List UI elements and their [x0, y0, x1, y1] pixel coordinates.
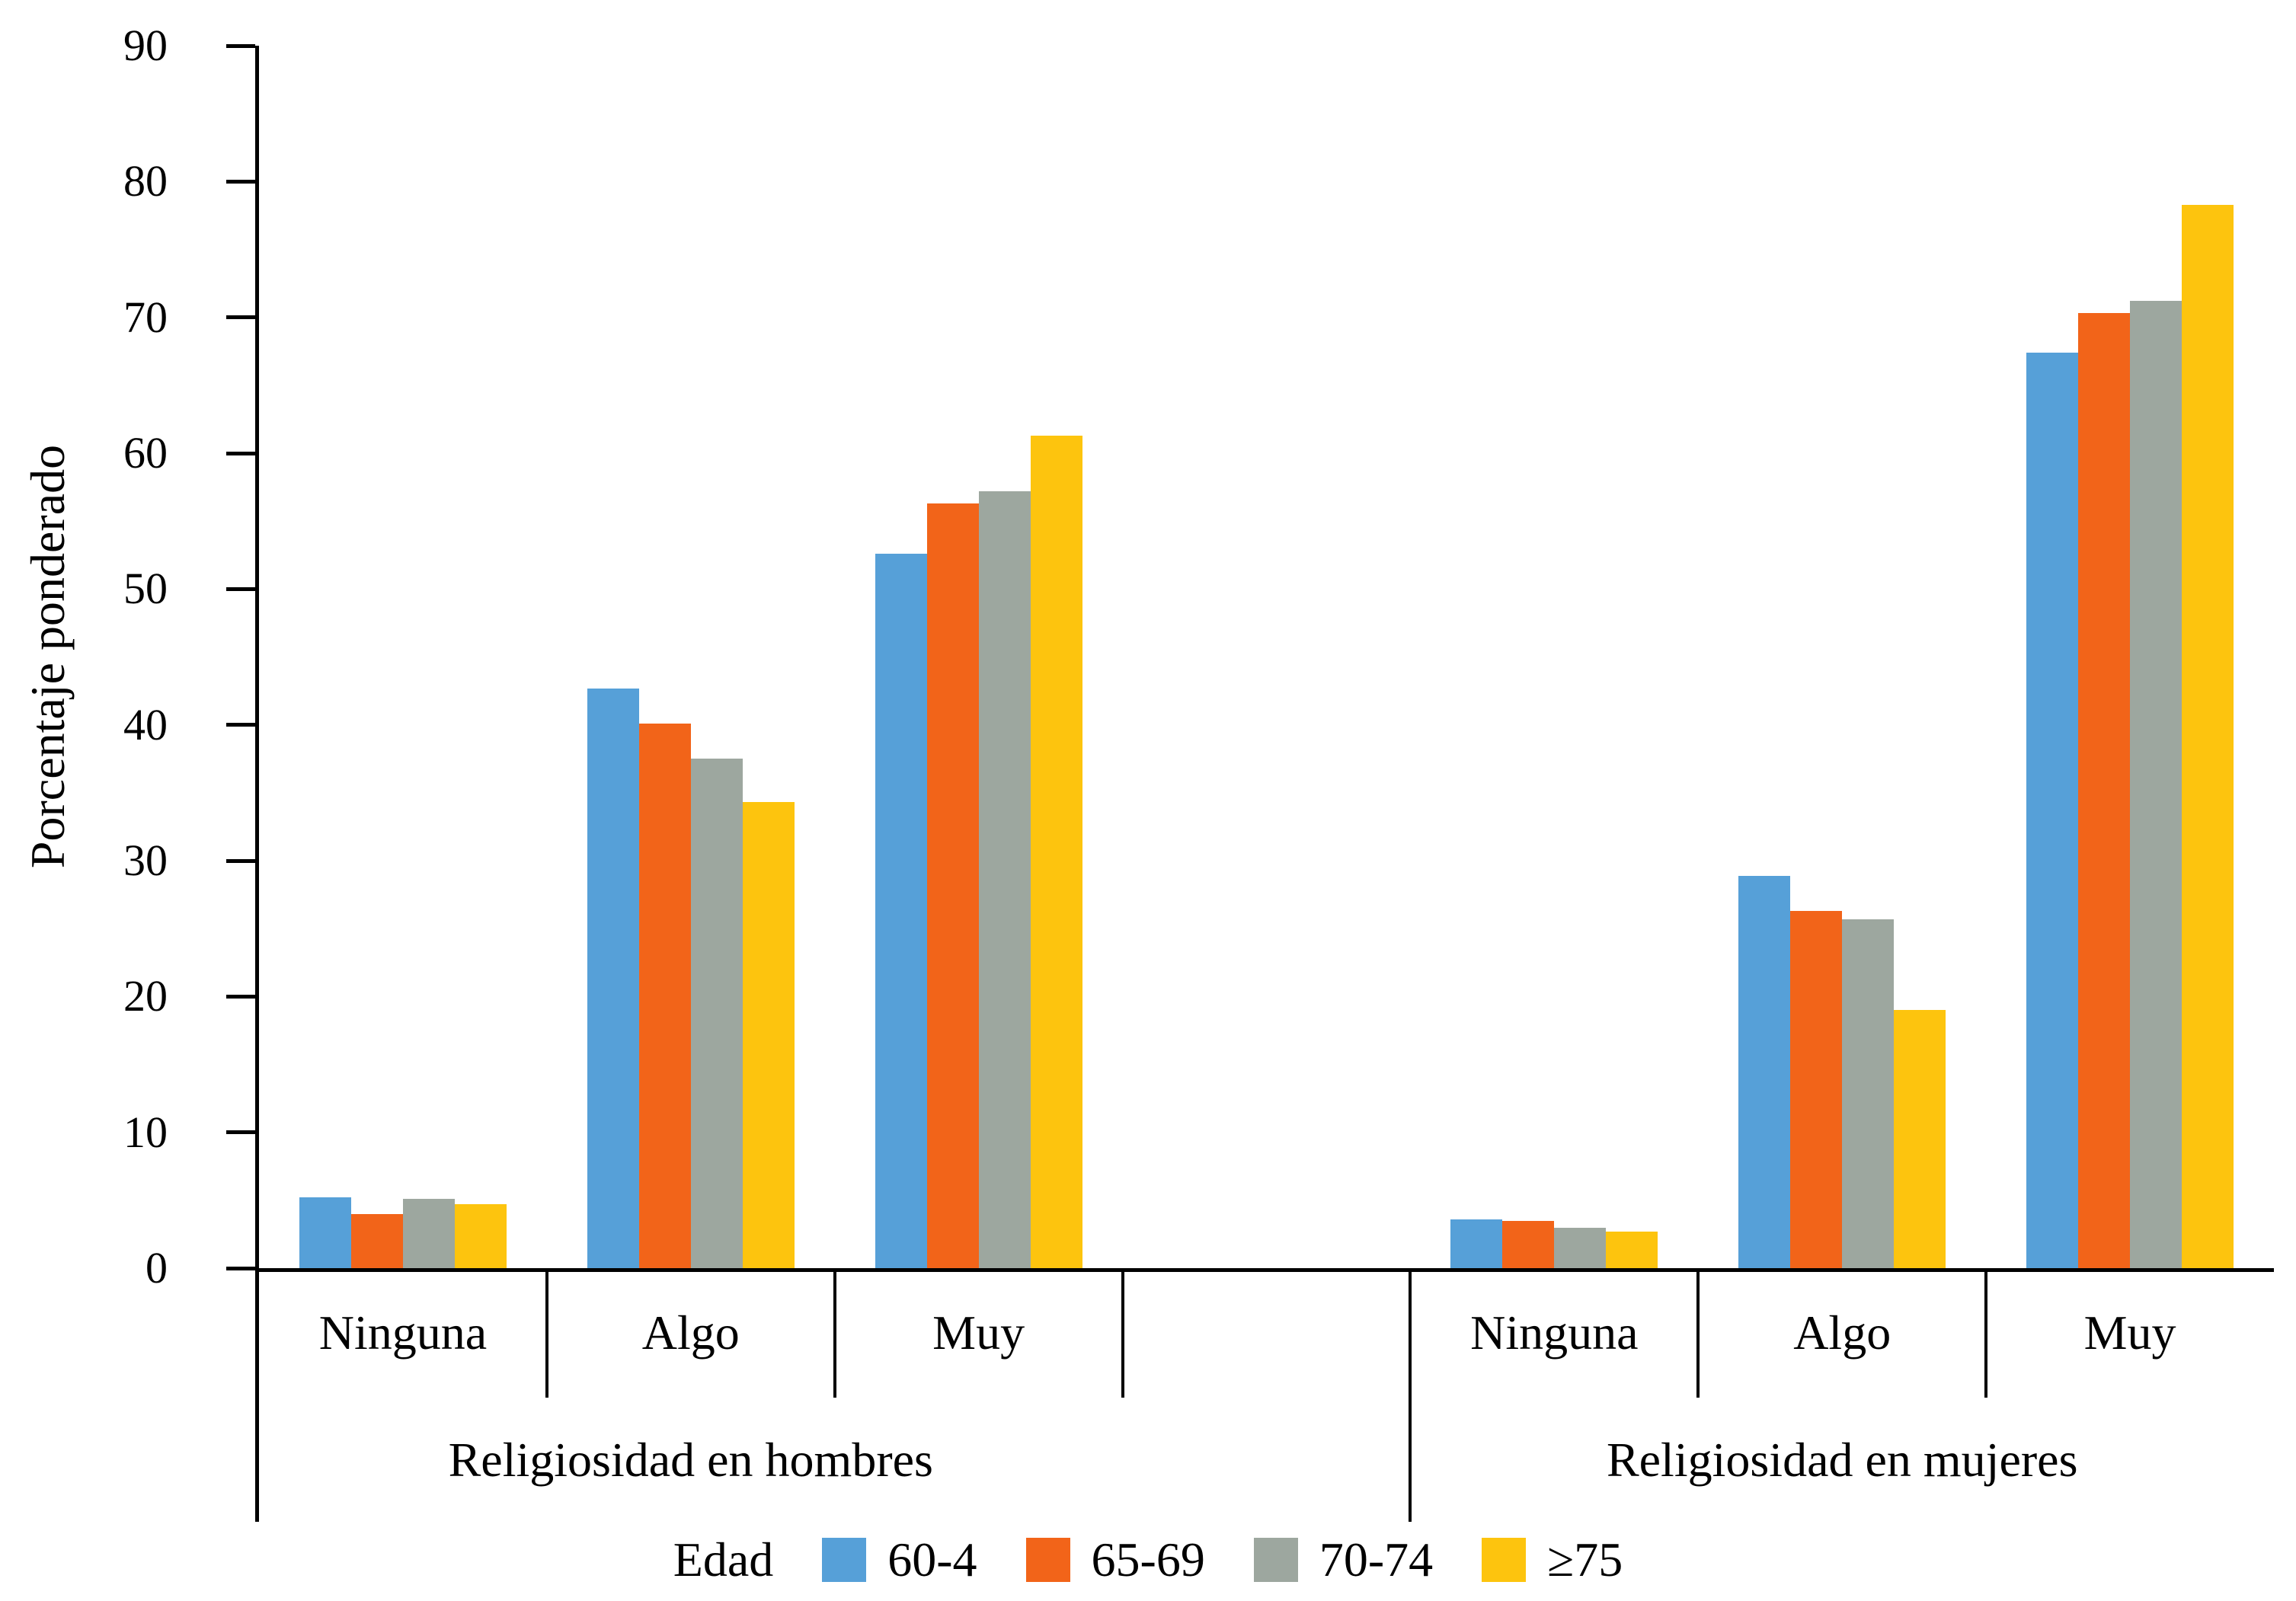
- bar-70-74-Algo-hombres: [690, 759, 743, 1268]
- category-label: Muy: [2083, 1305, 2176, 1360]
- bar-65-69-Algo-hombres: [638, 723, 691, 1268]
- y-tick-label: 0: [145, 1243, 168, 1293]
- x-axis-line: [255, 1268, 2274, 1272]
- bar-60-4-Algo-hombres: [587, 688, 639, 1268]
- y-tick-mark: [226, 451, 255, 455]
- bar-≥75-Algo-mujeres: [1894, 1010, 1946, 1268]
- y-tick-label: 30: [123, 836, 168, 885]
- legend-item-65-69: 65-69: [1025, 1532, 1205, 1588]
- y-tick-label: 90: [123, 21, 168, 70]
- bar-65-69-Algo-mujeres: [1790, 910, 1843, 1268]
- bar-70-74-Muy-hombres: [978, 491, 1031, 1268]
- legend-swatch-≥75: [1482, 1538, 1527, 1582]
- y-axis-title: Porcentaje ponderado: [21, 444, 75, 869]
- bar-≥75-Ninguna-hombres: [454, 1204, 507, 1268]
- bar-≥75-Muy-hombres: [1030, 435, 1082, 1268]
- legend-label: 70-74: [1319, 1532, 1434, 1587]
- y-tick-label: 70: [123, 292, 168, 342]
- legend-swatch-60-4: [822, 1538, 867, 1582]
- y-axis-line: [255, 46, 259, 1522]
- category-label: Ninguna: [1470, 1305, 1639, 1360]
- legend-item-60-4: 60-4: [822, 1532, 977, 1588]
- legend-label: ≥75: [1547, 1532, 1623, 1587]
- category-separator: [1696, 1268, 1700, 1398]
- bar-≥75-Algo-hombres: [742, 802, 795, 1268]
- y-tick-label: 80: [123, 156, 168, 206]
- category-separator: [545, 1268, 548, 1398]
- legend-swatch-65-69: [1025, 1538, 1070, 1582]
- group-label: Religiosidad en mujeres: [1606, 1432, 2078, 1487]
- bar-70-74-Ninguna-hombres: [402, 1199, 455, 1268]
- y-tick-mark: [226, 179, 255, 184]
- category-label: Algo: [1793, 1305, 1891, 1360]
- bar-60-4-Muy-hombres: [875, 553, 927, 1268]
- y-tick-label: 50: [123, 564, 168, 614]
- legend-label: 60-4: [887, 1532, 977, 1587]
- category-separator: [1121, 1268, 1124, 1398]
- bar-60-4-Muy-mujeres: [2026, 353, 2079, 1268]
- y-tick-label: 40: [123, 699, 168, 749]
- legend-title: Edad: [673, 1532, 774, 1587]
- bar-65-69-Ninguna-mujeres: [1502, 1220, 1555, 1268]
- category-label: Algo: [641, 1305, 740, 1360]
- group-label: Religiosidad en hombres: [448, 1432, 933, 1487]
- legend-label: 65-69: [1091, 1532, 1205, 1587]
- y-tick-mark: [226, 723, 255, 727]
- bar-≥75-Ninguna-mujeres: [1606, 1231, 1658, 1268]
- bar-65-69-Muy-mujeres: [2078, 313, 2131, 1268]
- legend-swatch-70-74: [1253, 1538, 1298, 1582]
- y-tick-mark: [226, 858, 255, 863]
- bar-70-74-Muy-mujeres: [2130, 301, 2182, 1268]
- bar-65-69-Ninguna-hombres: [350, 1213, 403, 1268]
- y-tick-label: 20: [123, 971, 168, 1021]
- y-tick-mark: [226, 994, 255, 999]
- category-separator: [833, 1268, 836, 1398]
- bar-≥75-Muy-mujeres: [2182, 204, 2234, 1268]
- legend-item-≥75: ≥75: [1482, 1532, 1623, 1588]
- bar-70-74-Ninguna-mujeres: [1554, 1227, 1607, 1268]
- y-tick-mark: [226, 43, 255, 48]
- category-label: Ninguna: [318, 1305, 488, 1360]
- bar-60-4-Algo-mujeres: [1738, 875, 1791, 1268]
- y-tick-mark: [226, 1130, 255, 1135]
- y-tick-mark: [226, 315, 255, 320]
- y-tick-mark: [226, 1266, 255, 1270]
- y-tick-label: 10: [123, 1107, 168, 1157]
- bar-60-4-Ninguna-hombres: [299, 1197, 351, 1268]
- section-separator: [1409, 1268, 1412, 1522]
- legend-item-70-74: 70-74: [1253, 1532, 1434, 1588]
- bar-65-69-Muy-hombres: [926, 503, 979, 1268]
- y-tick-label: 60: [123, 428, 168, 478]
- bar-60-4-Ninguna-mujeres: [1450, 1219, 1503, 1268]
- legend: Edad 60-4 65-69 70-74 ≥75: [0, 1523, 2296, 1596]
- category-label: Muy: [932, 1305, 1025, 1360]
- bar-70-74-Algo-mujeres: [1842, 919, 1895, 1268]
- category-separator: [1984, 1268, 1988, 1398]
- y-tick-mark: [226, 586, 255, 591]
